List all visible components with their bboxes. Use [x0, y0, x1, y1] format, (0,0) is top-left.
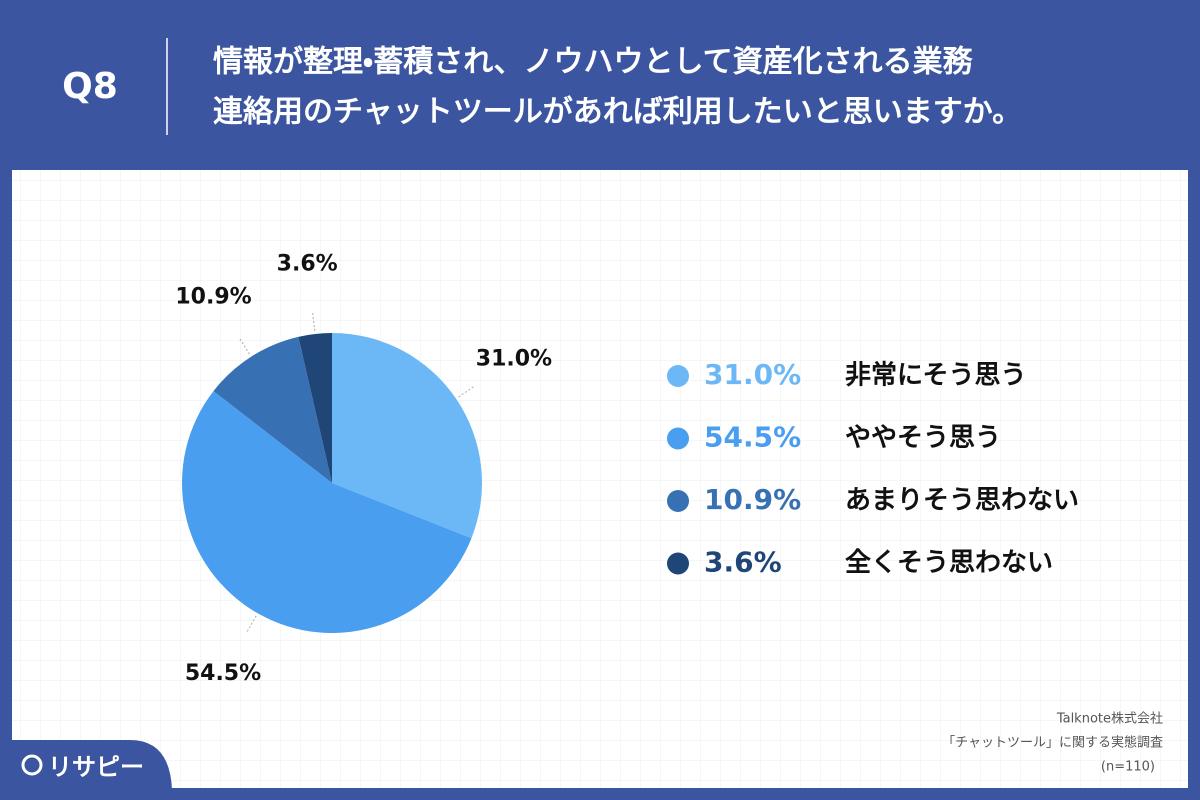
source: Talknote株式会社 — [1056, 712, 1163, 727]
leader-line — [246, 615, 257, 633]
title-line: 連絡用のチャットツールがあれば利用したいと思いますか。 — [213, 95, 1022, 130]
pie-slice — [213, 336, 332, 483]
leader-line — [238, 337, 251, 355]
legend-label: 全くそう思わない — [845, 548, 1053, 578]
legend-label: ややそう思う — [845, 423, 1001, 453]
data-label: 31.0% — [476, 346, 552, 371]
legend-marker — [667, 427, 689, 450]
legend-value: 31.0% — [704, 358, 801, 391]
question-number: Q8 — [62, 66, 118, 107]
legend-value: 10.9% — [704, 483, 801, 516]
data-label: 3.6% — [277, 251, 338, 276]
legend-marker — [667, 490, 689, 512]
legend-label: あまりそう思わない — [845, 486, 1079, 516]
data-label: 10.9% — [175, 285, 251, 310]
leader-line — [312, 312, 316, 332]
pie-slice — [182, 391, 472, 633]
pie-slice — [332, 333, 483, 539]
legend-value: 3.6% — [704, 546, 782, 579]
legend-label: 非常にそう思う — [845, 361, 1026, 391]
title-line: 情報が整理・蓄積され、ノウハウとして資産化される業務 — [213, 45, 974, 80]
legend-marker — [667, 365, 689, 387]
leader-line — [458, 385, 475, 398]
logo: リサピー — [48, 753, 144, 781]
legend-marker — [667, 552, 689, 575]
source: 「チャットツール」に関する実態調査 — [942, 735, 1163, 751]
logo-tab — [0, 740, 172, 800]
legend-value: 54.5% — [704, 421, 801, 454]
logo-icon — [21, 754, 43, 776]
data-label: 54.5% — [185, 661, 261, 686]
pie-slice — [298, 333, 332, 483]
source: (n=110) — [1101, 760, 1155, 775]
